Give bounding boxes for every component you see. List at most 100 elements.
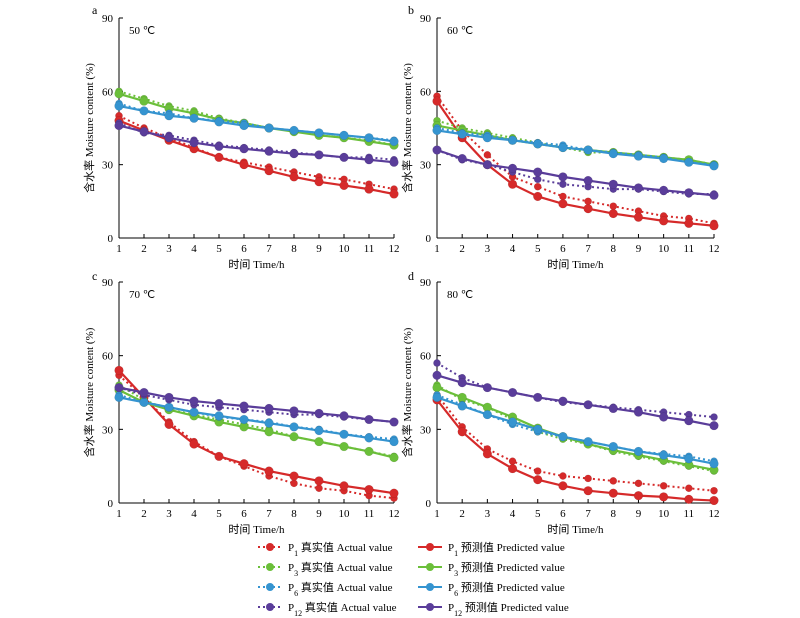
x-axis-title: 时间 Time/h [547,258,604,271]
data-point [139,397,149,407]
temperature-label: 60 ℃ [447,25,473,37]
data-point [364,433,374,443]
y-tick-label: 60 [420,351,432,363]
data-point [139,96,149,106]
series-p3-predicted [432,382,719,475]
data-point [583,204,593,214]
data-point [389,189,399,199]
x-tick-label: 1 [116,508,122,520]
legend-label: P3 预测值 Predicted value [448,561,565,578]
legend-marker [266,603,274,611]
data-point [658,216,669,226]
y-axis-title: 含水率 Moisture content (%) [82,63,96,193]
data-point [264,427,274,437]
y-tick-label: 60 [102,351,114,363]
data-point [633,490,644,501]
legend-item-p6-predicted: P6 预测值 Predicted value [418,581,565,598]
legend: P1 真实值 Actual value P1 预测值 Predicted valu… [258,540,569,618]
data-point [239,160,249,170]
data-point [559,192,567,201]
legend-item-p12-actual: P12 真实值 Actual value [258,600,397,618]
data-point [433,359,441,367]
y-tick-label: 60 [420,86,432,98]
y-tick-label: 90 [102,13,114,25]
x-axis-title: 时间 Time/h [228,258,285,271]
data-point [583,145,593,155]
data-point [533,467,542,475]
series-line [436,129,715,167]
data-point [559,180,567,189]
series-p12-predicted [432,145,719,200]
series-line [436,396,715,465]
data-point [389,157,399,167]
x-tick-label: 5 [216,243,222,255]
x-tick-label: 4 [510,508,516,520]
x-tick-label: 9 [636,243,642,255]
series-line [436,384,715,473]
legend-label: P12 真实值 Actual value [288,600,397,618]
legend-marker [266,583,274,591]
data-point [389,417,399,427]
data-point [583,486,593,496]
data-point [264,123,274,133]
x-tick-label: 3 [166,243,172,255]
data-point [239,414,249,425]
data-point [584,474,592,483]
series-line [436,394,715,492]
legend-marker [266,563,274,571]
legend-marker [426,543,434,551]
y-axis-title: 含水率 Moisture content (%) [400,327,414,457]
data-point [364,446,374,457]
data-point [289,422,299,432]
data-point [583,400,593,410]
x-tick-label: 5 [535,243,541,255]
data-point [482,382,493,393]
x-tick-label: 2 [459,508,465,520]
data-point [684,494,694,504]
data-point [314,436,324,447]
data-point [389,452,399,463]
series-line [436,149,714,195]
x-tick-label: 7 [585,243,591,255]
data-point [139,127,149,137]
data-point [432,96,442,106]
data-point [608,179,618,189]
data-point [558,396,568,406]
x-tick-label: 1 [434,243,440,255]
x-tick-label: 6 [560,243,566,255]
series-line [436,399,715,502]
data-point [264,466,274,476]
data-point [214,411,224,421]
x-tick-label: 12 [709,243,720,255]
data-point [432,125,442,136]
data-point [457,129,467,139]
data-point [684,484,693,493]
data-point [558,432,568,442]
data-point [214,152,224,162]
data-point [364,155,374,165]
data-point [684,416,694,426]
temperature-label: 70 ℃ [129,289,155,301]
data-point [583,175,593,186]
series-p1-actual [433,391,718,495]
data-point [533,139,543,149]
series-p6-predicted [114,101,399,147]
series-line [118,122,395,161]
series-line [118,369,395,495]
temperature-label: 50 ℃ [129,25,155,37]
data-point [114,365,124,376]
data-point [139,387,149,398]
legend-label: P3 真实值 Actual value [288,560,393,578]
data-point [314,177,324,187]
data-point [339,441,349,452]
data-point [710,413,718,421]
data-point [457,427,467,437]
y-tick-label: 30 [420,424,432,436]
y-tick-label: 60 [102,86,114,98]
data-point [658,153,669,164]
data-point [315,484,323,493]
data-point [214,451,224,461]
x-tick-label: 8 [291,243,297,255]
